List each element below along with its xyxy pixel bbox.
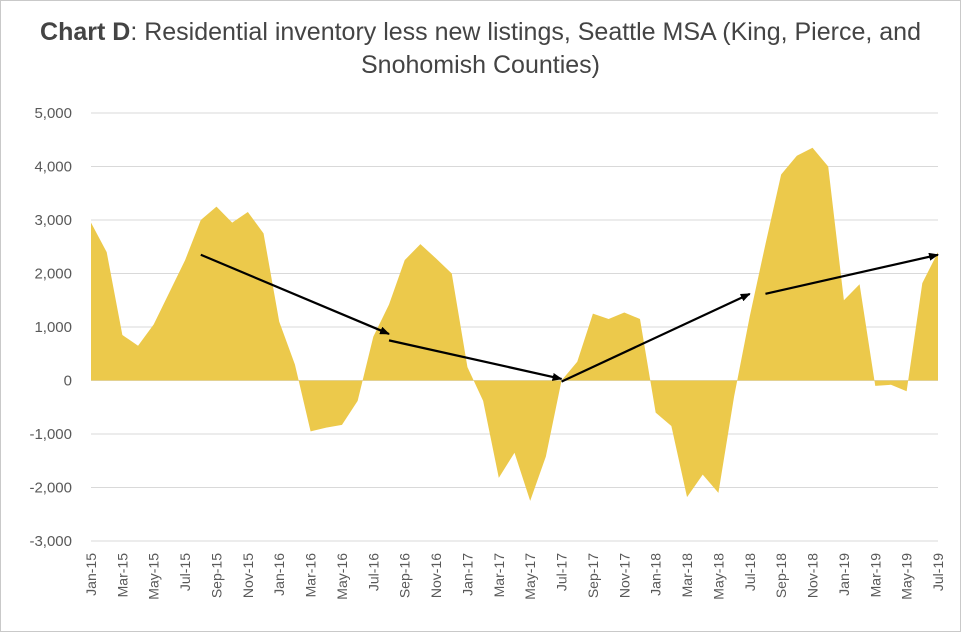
x-tick-label: Sep-17 [585,553,601,598]
x-tick-label: Mar-18 [679,553,695,598]
y-tick-label: -3,000 [29,533,72,550]
y-tick-label: 5,000 [34,105,72,122]
x-tick-label: Jan-16 [271,553,287,596]
x-tick-label: Nov-15 [240,553,256,598]
y-tick-label: 4,000 [34,159,72,176]
x-tick-label: Mar-19 [867,553,883,598]
y-tick-label: 0 [64,373,72,390]
y-tick-label: 1,000 [34,319,72,336]
x-tick-label: Jan-17 [459,553,475,596]
y-tick-label: 3,000 [34,212,72,229]
area-series [91,147,938,501]
x-tick-label: Jan-18 [648,553,664,596]
trend-arrow [388,339,563,381]
x-tick-label: Jul-16 [365,553,381,591]
x-tick-label: May-15 [146,553,162,600]
x-tick-label: Jul-18 [742,553,758,591]
y-axis: 5,000 4,000 3,000 2,000 1,000 0 -1,000 -2,000 -3… [29,105,72,550]
area-fill [91,147,938,501]
chart-title-bold: Chart D [40,18,131,46]
trend-arrow [561,292,751,383]
x-tick-label: Nov-17 [616,553,632,598]
x-tick-label: Sep-16 [397,553,413,598]
x-tick-label: Jul-17 [554,553,570,591]
x-tick-label: Sep-15 [208,553,224,598]
y-tick-label: 2,000 [34,266,72,283]
x-tick-label: Jul-15 [177,553,193,591]
x-tick-label: Jul-19 [930,553,946,591]
x-tick-label: May-16 [334,553,350,600]
chart-title-rest: : Residential inventory less new listing… [130,18,921,79]
x-tick-label: Mar-17 [491,553,507,598]
x-tick-label: Nov-18 [805,553,821,598]
x-tick-label: May-19 [899,553,915,600]
x-tick-label: Mar-15 [114,553,130,598]
chart-title: Chart D: Residential inventory less new … [0,16,961,82]
x-tick-label: Sep-18 [773,553,789,598]
trend-arrow [200,253,390,335]
x-tick-label: Mar-16 [303,553,319,598]
x-tick-label: Jan-19 [836,553,852,596]
trend-arrows [200,252,939,383]
x-tick-label: Jan-15 [83,553,99,596]
x-tick-label: Nov-16 [428,553,444,598]
y-tick-label: -2,000 [29,480,72,497]
y-tick-label: -1,000 [29,426,72,443]
x-tick-label: May-17 [522,553,538,600]
trend-arrow [765,252,939,295]
x-tick-label: May-18 [710,553,726,600]
x-axis: Jan-15 Mar-15 May-15 Jul-15 Sep-15 Nov-15 Jan-… [83,553,946,600]
